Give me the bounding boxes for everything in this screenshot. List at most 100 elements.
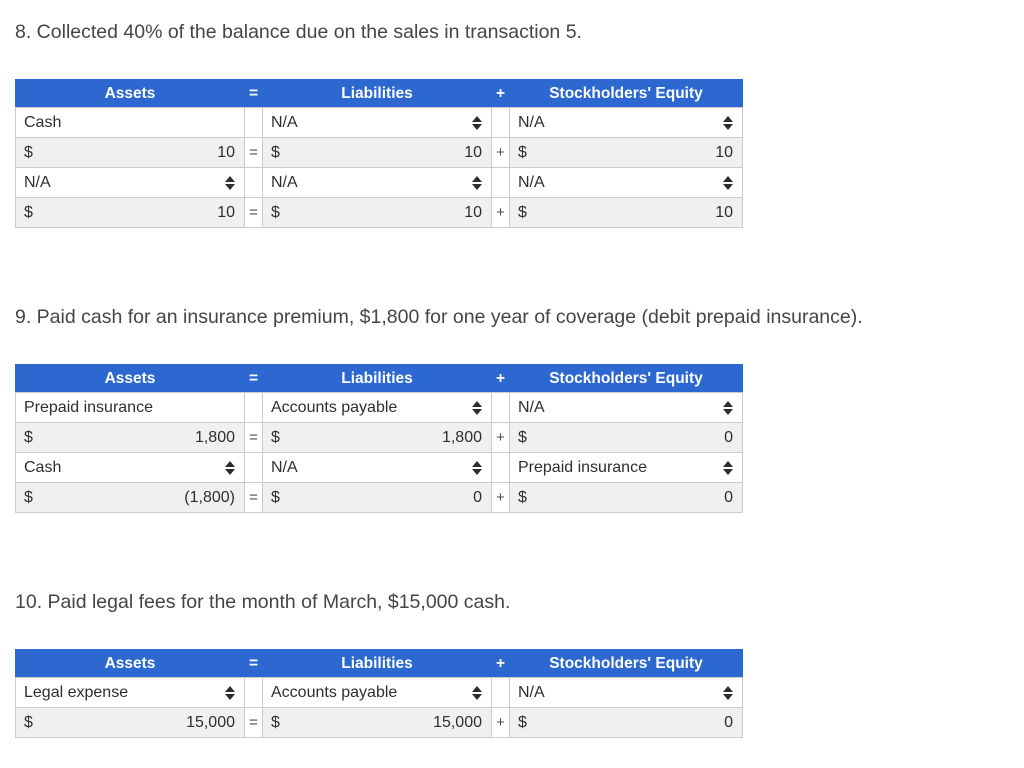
amount-cell: $10 — [15, 197, 245, 228]
amount-value: 10 — [464, 203, 482, 221]
separator-cell — [491, 392, 510, 423]
plus-operator-cell: + — [491, 422, 510, 453]
column-header-equals: = — [244, 79, 263, 108]
dollar-sign: $ — [24, 203, 33, 221]
account-name: N/A — [24, 173, 51, 191]
amount-value: (1,800) — [184, 488, 235, 506]
amount-value: 10 — [715, 203, 733, 221]
column-header-plus: + — [491, 79, 510, 108]
dollar-sign: $ — [24, 713, 33, 731]
column-header-liabilities: Liabilities — [262, 364, 492, 393]
account-row: Legal expense Accounts payable N/A — [15, 677, 743, 708]
separator-cell — [491, 677, 510, 708]
plus-operator-cell: + — [491, 197, 510, 228]
account-name: N/A — [271, 458, 298, 476]
account-row: Prepaid insurance Accounts payable N/A — [15, 392, 743, 423]
account-select-cell[interactable]: N/A — [509, 677, 743, 708]
dropdown-arrows-icon — [723, 400, 733, 415]
dollar-sign: $ — [518, 143, 527, 161]
account-select-cell[interactable]: Accounts payable — [262, 392, 492, 423]
amount-value: 15,000 — [186, 713, 235, 731]
account-select-cell[interactable]: N/A — [262, 452, 492, 483]
account-name: N/A — [518, 683, 545, 701]
column-header-equals: = — [244, 649, 263, 678]
account-select-cell[interactable]: N/A — [509, 167, 743, 198]
amount-cell: $0 — [509, 422, 743, 453]
account-select-cell[interactable]: N/A — [15, 167, 245, 198]
account-select-cell[interactable]: N/A — [262, 167, 492, 198]
amount-cell: $10 — [509, 197, 743, 228]
amount-row: $1,800 = $1,800 + $0 — [15, 422, 743, 453]
amount-row: $10 = $10 + $10 — [15, 197, 743, 228]
amount-cell: $10 — [509, 137, 743, 168]
dropdown-arrows-icon — [225, 685, 235, 700]
amount-cell: $10 — [15, 137, 245, 168]
amount-cell: $1,800 — [262, 422, 492, 453]
separator-cell — [244, 167, 263, 198]
account-select-cell[interactable]: Legal expense — [15, 677, 245, 708]
account-row: Cash N/A Prepaid insurance — [15, 452, 743, 483]
transaction-section: 10. Paid legal fees for the month of Mar… — [15, 591, 1008, 738]
account-name: Prepaid insurance — [24, 398, 153, 416]
transaction-section: 9. Paid cash for an insurance premium, $… — [15, 306, 1008, 513]
amount-row: $15,000 = $15,000 + $0 — [15, 707, 743, 738]
dollar-sign: $ — [271, 713, 280, 731]
account-name: N/A — [518, 173, 545, 191]
account-select-cell[interactable]: N/A — [509, 107, 743, 138]
amount-value: 1,800 — [441, 428, 482, 446]
dropdown-arrows-icon — [723, 685, 733, 700]
transaction-title: 9. Paid cash for an insurance premium, $… — [15, 306, 863, 328]
dollar-sign: $ — [271, 428, 280, 446]
accounting-equation-table: Assets = Liabilities + Stockholders' Equity L… — [15, 649, 743, 738]
amount-value: 15,000 — [433, 713, 482, 731]
equals-operator-cell: = — [244, 137, 263, 168]
column-header-stockholders-equity: Stockholders' Equity — [509, 364, 743, 393]
account-select-cell[interactable]: Prepaid insurance — [509, 452, 743, 483]
dropdown-arrows-icon — [472, 460, 482, 475]
account-select-cell[interactable]: N/A — [509, 392, 743, 423]
dropdown-arrows-icon — [225, 175, 235, 190]
dropdown-arrows-icon — [472, 115, 482, 130]
separator-cell — [244, 107, 263, 138]
dollar-sign: $ — [518, 203, 527, 221]
dollar-sign: $ — [24, 488, 33, 506]
amount-cell: $0 — [509, 482, 743, 513]
account-label-cell: Prepaid insurance — [15, 392, 245, 423]
table-header-row: Assets = Liabilities + Stockholders' Equity — [15, 79, 743, 108]
dollar-sign: $ — [24, 428, 33, 446]
equals-operator-cell: = — [244, 422, 263, 453]
dropdown-arrows-icon — [723, 115, 733, 130]
amount-row: $ (1,800) = $0 + $0 — [15, 482, 743, 513]
column-header-stockholders-equity: Stockholders' Equity — [509, 649, 743, 678]
account-name: N/A — [518, 398, 545, 416]
amount-cell: $10 — [262, 197, 492, 228]
dropdown-arrows-icon — [723, 175, 733, 190]
amount-value: 10 — [217, 203, 235, 221]
column-header-stockholders-equity: Stockholders' Equity — [509, 79, 743, 108]
account-name: Legal expense — [24, 683, 129, 701]
account-select-cell[interactable]: Cash — [15, 452, 245, 483]
dollar-sign: $ — [518, 428, 527, 446]
amount-cell: $15,000 — [262, 707, 492, 738]
column-header-liabilities: Liabilities — [262, 79, 492, 108]
separator-cell — [244, 452, 263, 483]
amount-value: 10 — [715, 143, 733, 161]
dropdown-arrows-icon — [472, 685, 482, 700]
separator-cell — [491, 167, 510, 198]
amount-cell: $0 — [262, 482, 492, 513]
account-select-cell[interactable]: Accounts payable — [262, 677, 492, 708]
amount-value: 0 — [724, 488, 733, 506]
equals-operator-cell: = — [244, 197, 263, 228]
account-select-cell[interactable]: N/A — [262, 107, 492, 138]
dollar-sign: $ — [518, 713, 527, 731]
equals-operator-cell: = — [244, 707, 263, 738]
separator-cell — [491, 107, 510, 138]
account-name: Cash — [24, 113, 62, 131]
account-name: Cash — [24, 458, 62, 476]
sections-container: 8. Collected 40% of the balance due on t… — [15, 21, 1008, 738]
dropdown-arrows-icon — [472, 400, 482, 415]
amount-cell: $15,000 — [15, 707, 245, 738]
amount-cell: $10 — [262, 137, 492, 168]
plus-operator-cell: + — [491, 482, 510, 513]
